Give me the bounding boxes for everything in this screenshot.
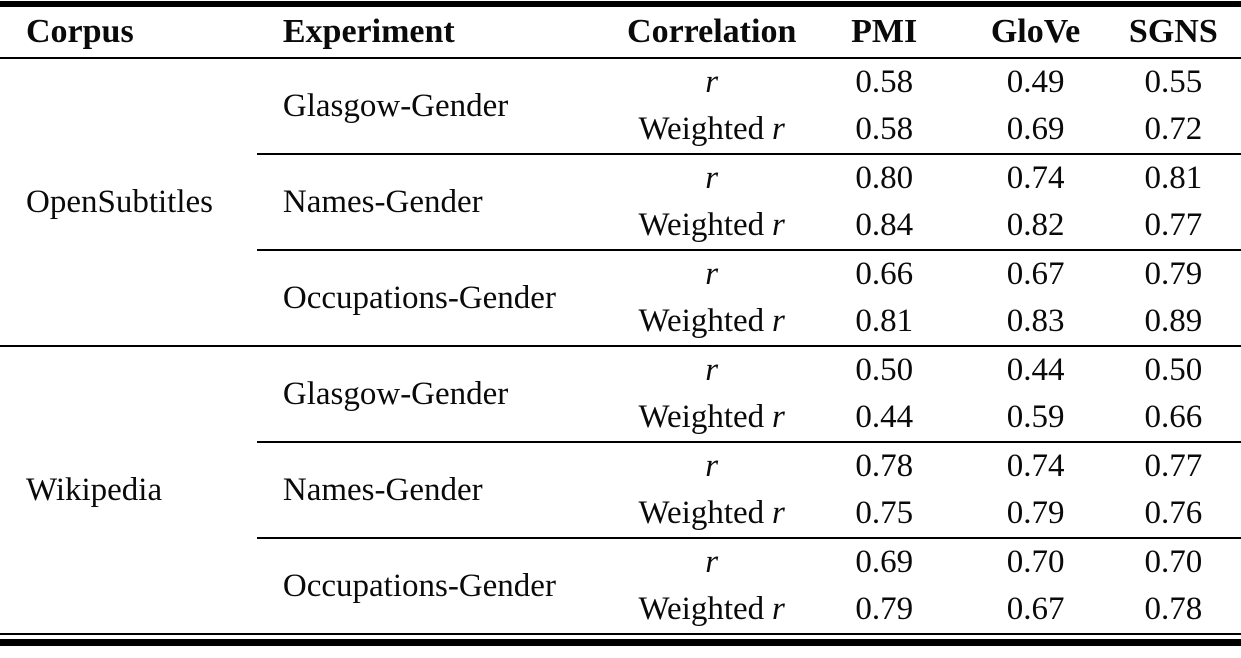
correlation-symbol: r — [772, 591, 785, 627]
correlation-label: Weighted — [638, 111, 765, 147]
table-row: Occupations-Gender r 0.69 0.70 0.70 — [0, 537, 1241, 634]
glove-value: 0.49 — [1006, 64, 1065, 100]
glove-value: 0.74 — [965, 153, 1106, 202]
pmi-value: 0.84 — [855, 207, 914, 243]
header-row: Corpus Experiment Correlation PMI GloVe … — [0, 4, 1241, 59]
correlation-cell: r — [620, 153, 803, 202]
experiment-cell: Names-Gender — [256, 441, 621, 538]
sgns-value: 0.50 — [1105, 345, 1241, 394]
experiment-cell: Glasgow-Gender — [282, 87, 509, 124]
table-bottom-rule — [0, 639, 1241, 646]
pmi-value: 0.66 — [802, 249, 966, 298]
pmi-value: 0.69 — [802, 537, 966, 586]
glove-value: 0.59 — [1006, 399, 1065, 435]
correlation-label: Weighted — [638, 591, 765, 627]
experiment-cell: Occupations-Gender — [256, 249, 621, 346]
correlation-cell: r — [620, 58, 802, 106]
experiment-cell: Glasgow-Gender — [256, 345, 621, 442]
table-row: Weighted r 0.58 0.69 0.72 — [0, 106, 1241, 154]
correlation-symbol: r — [705, 544, 719, 580]
correlation-symbol: r — [772, 207, 785, 243]
table-row: Names-Gender r 0.78 0.74 0.77 — [0, 441, 1241, 538]
table-row: Weighted r 0.84 0.82 0.77 — [0, 202, 1241, 250]
correlation-label: Weighted — [638, 399, 765, 435]
correlation-label: Weighted — [638, 495, 765, 531]
glove-value: 0.67 — [965, 249, 1106, 298]
correlation-cell: Weighted r — [620, 298, 802, 346]
column-header-sgns: SGNS — [1105, 4, 1241, 59]
correlation-label: Weighted — [638, 303, 765, 339]
sgns-value: 0.81 — [1105, 153, 1241, 202]
correlation-symbol: r — [705, 352, 719, 388]
results-table: Corpus Experiment Correlation PMI GloVe … — [0, 1, 1241, 635]
sgns-value: 0.55 — [1144, 64, 1203, 100]
table-row: Wikipedia Glasgow-Gender r 0.50 0.44 0.5… — [0, 345, 1241, 634]
correlation-symbol: r — [772, 495, 785, 531]
pmi-value: 0.58 — [855, 64, 914, 100]
correlation-symbol: r — [772, 303, 785, 339]
glove-value: 0.44 — [965, 345, 1106, 394]
sgns-value: 0.76 — [1144, 495, 1203, 531]
correlation-cell: r — [620, 537, 803, 586]
correlation-cell: Weighted r — [620, 586, 802, 634]
glove-value: 0.70 — [965, 537, 1106, 586]
correlation-symbol: r — [772, 399, 785, 435]
glove-value: 0.69 — [1006, 111, 1065, 147]
correlation-cell: r — [620, 249, 803, 298]
correlation-cell: Weighted r — [620, 106, 802, 154]
pmi-value: 0.50 — [802, 345, 966, 394]
table-row: Weighted r 0.44 0.59 0.66 — [0, 394, 1241, 442]
table-row: Weighted r 0.75 0.79 0.76 — [0, 490, 1241, 538]
table-row: Names-Gender r 0.80 0.74 0.81 — [0, 153, 1241, 250]
pmi-value: 0.78 — [802, 441, 966, 490]
sgns-value: 0.77 — [1144, 207, 1203, 243]
column-header-correlation: Correlation — [620, 4, 803, 59]
sgns-value: 0.72 — [1144, 111, 1203, 147]
correlation-cell: Weighted r — [620, 490, 802, 538]
experiment-cell: Names-Gender — [256, 153, 621, 250]
glove-value: 0.67 — [1006, 591, 1065, 627]
sgns-value: 0.77 — [1105, 441, 1241, 490]
correlation-cell: r — [620, 441, 803, 490]
sgns-value: 0.89 — [1144, 303, 1203, 339]
table-row: Weighted r 0.81 0.83 0.89 — [0, 298, 1241, 346]
column-header-glove: GloVe — [965, 4, 1106, 59]
correlation-label: Weighted — [638, 207, 765, 243]
correlation-symbol: r — [705, 64, 719, 100]
table-row: Occupations-Gender r 0.66 0.67 0.79 — [0, 249, 1241, 346]
pmi-value: 0.58 — [855, 111, 914, 147]
corpus-cell: Wikipedia — [0, 345, 257, 634]
pmi-value: 0.44 — [855, 399, 914, 435]
corpus-cell: OpenSubtitles — [26, 183, 213, 220]
correlation-symbol: r — [705, 448, 719, 484]
sgns-value: 0.79 — [1105, 249, 1241, 298]
correlation-symbol: r — [705, 256, 719, 292]
pmi-value: 0.81 — [855, 303, 914, 339]
column-header-pmi: PMI — [802, 4, 966, 59]
table-row: Weighted r 0.79 0.67 0.78 — [0, 586, 1241, 634]
glove-value: 0.83 — [1006, 303, 1065, 339]
sgns-value: 0.70 — [1105, 537, 1241, 586]
experiment-cell: Occupations-Gender — [256, 537, 621, 634]
correlation-cell: r — [620, 345, 803, 394]
correlation-cell: Weighted r — [620, 202, 802, 250]
correlation-symbol: r — [772, 111, 785, 147]
table-row: OpenSubtitles Glasgow-Gender r 0.58 0.49… — [0, 58, 1241, 219]
column-header-experiment: Experiment — [256, 4, 621, 59]
sgns-value: 0.66 — [1144, 399, 1203, 435]
correlation-symbol: r — [705, 160, 719, 196]
sgns-value: 0.78 — [1144, 591, 1203, 627]
glove-value: 0.74 — [965, 441, 1106, 490]
glove-value: 0.79 — [1006, 495, 1065, 531]
column-header-corpus: Corpus — [0, 4, 257, 59]
pmi-value: 0.75 — [855, 495, 914, 531]
pmi-value: 0.80 — [802, 153, 966, 202]
correlation-cell: Weighted r — [620, 394, 802, 442]
glove-value: 0.82 — [1006, 207, 1065, 243]
pmi-value: 0.79 — [855, 591, 914, 627]
